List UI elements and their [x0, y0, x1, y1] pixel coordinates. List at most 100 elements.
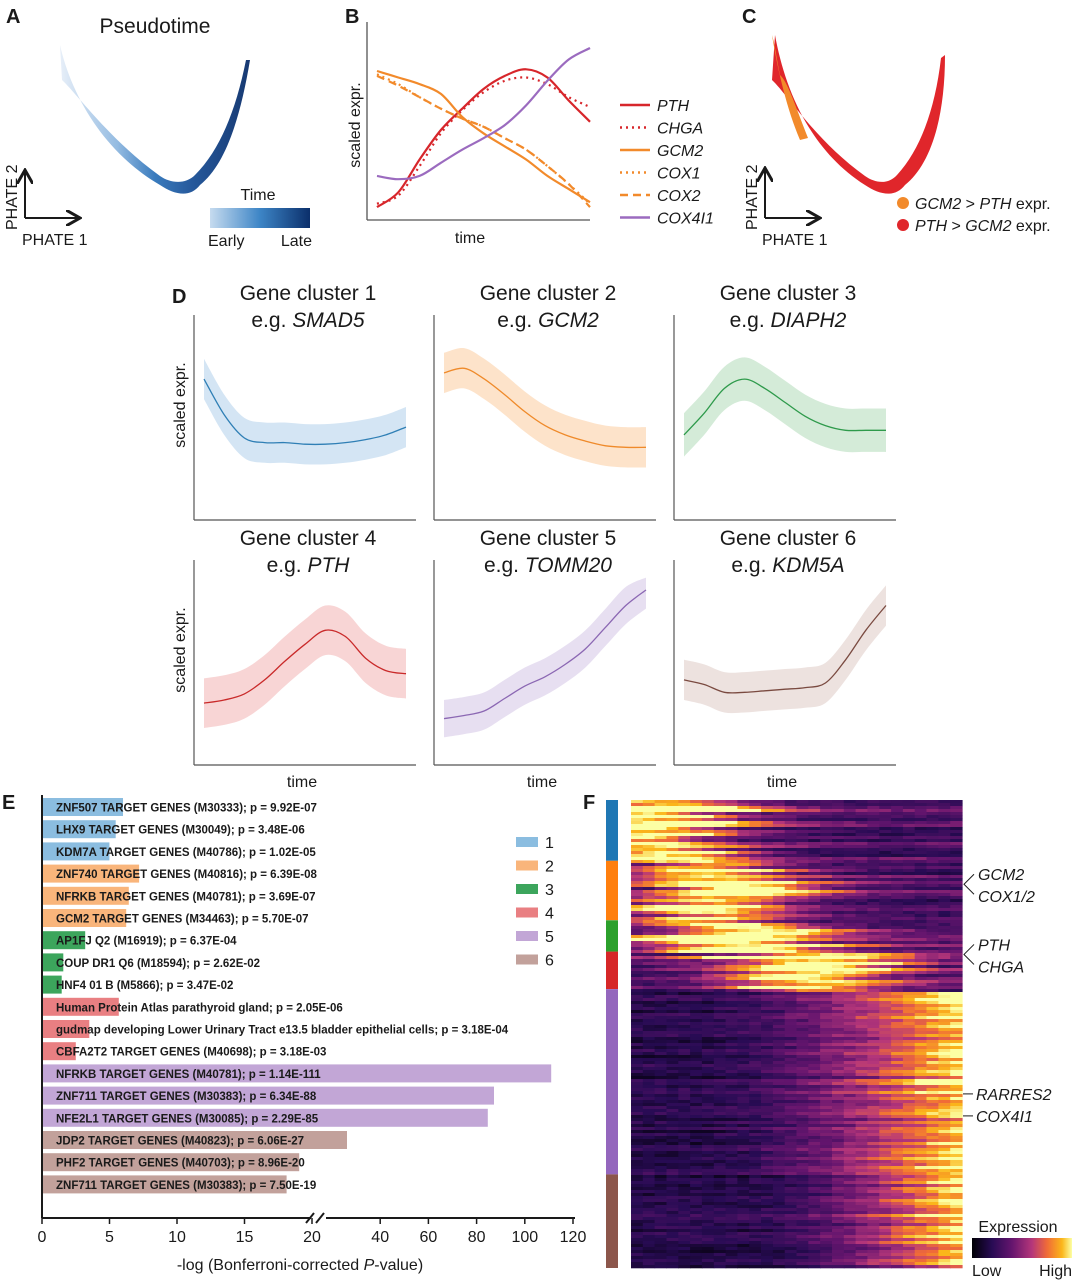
- heatmap-cell: [737, 1142, 750, 1146]
- heatmap-cell: [938, 1118, 951, 1122]
- heatmap-cell: [843, 1238, 857, 1242]
- heatmap-cell: [784, 830, 798, 834]
- heatmap-cell: [914, 1055, 928, 1059]
- heatmap-cell: [855, 806, 868, 810]
- panel-c-gene-expression-embedding: PHATE 1 PHATE 2 GCM2 > PTH expr. PTH > G…: [744, 35, 1051, 249]
- heatmap-cell: [843, 878, 857, 882]
- heatmap-cell: [631, 818, 644, 822]
- heatmap-cell: [713, 971, 727, 975]
- heatmap-cell: [902, 989, 916, 993]
- heatmap-cell: [678, 1049, 691, 1053]
- heatmap-row: [631, 1091, 963, 1095]
- heatmap-cell: [725, 1127, 738, 1131]
- heatmap-cell: [713, 1025, 727, 1029]
- heatmap-cell: [784, 842, 798, 846]
- heatmap-cell: [926, 824, 939, 828]
- heatmap-cell: [713, 908, 727, 912]
- heatmap-cell: [832, 1106, 845, 1110]
- heatmap-cell: [855, 1100, 868, 1104]
- heatmap-cell: [808, 1085, 821, 1089]
- heatmap-cell: [761, 1028, 774, 1032]
- heatmap-cell: [772, 1070, 786, 1074]
- heatmap-cell: [843, 980, 857, 984]
- heatmap-cell: [832, 1031, 845, 1035]
- heatmap-cell: [891, 947, 904, 951]
- heatmap-cell: [666, 1088, 679, 1092]
- heatmap-cell: [855, 1031, 868, 1035]
- heatmap-cell: [938, 1040, 951, 1044]
- heatmap-cell: [784, 1097, 798, 1101]
- heatmap-cell: [867, 980, 880, 984]
- heatmap-cell: [690, 992, 703, 996]
- heatmap-cell: [950, 995, 963, 999]
- heatmap-cell: [642, 1031, 656, 1035]
- heatmap-cell: [938, 1220, 951, 1224]
- heatmap-cell: [654, 872, 667, 876]
- legend-swatch-cluster-5: [516, 931, 538, 941]
- heatmap-cell: [642, 1055, 656, 1059]
- bar-row: ZNF740 TARGET GENES (M40816); p = 6.39E-…: [42, 864, 317, 883]
- heatmap-cell: [808, 992, 821, 996]
- heatmap-cell: [772, 947, 786, 951]
- heatmap-cell: [950, 875, 963, 879]
- heatmap-cell: [631, 878, 644, 882]
- heatmap-cell: [938, 851, 951, 855]
- heatmap-cell: [902, 827, 916, 831]
- heatmap-cell: [867, 1007, 880, 1011]
- heatmap-cell: [855, 911, 868, 915]
- heatmap-cell: [701, 1259, 715, 1263]
- heatmap-cell: [725, 848, 738, 852]
- heatmap-cell: [820, 854, 833, 858]
- heatmap-cell: [926, 923, 939, 927]
- heatmap-cell: [808, 1217, 821, 1221]
- heatmap-cell: [867, 1100, 880, 1104]
- heatmap-cell: [737, 926, 750, 930]
- heatmap-cell: [761, 851, 774, 855]
- heatmap-cell: [832, 914, 845, 918]
- bar-cluster-6: [42, 1131, 347, 1149]
- heatmap-cell: [902, 863, 916, 867]
- heatmap-cell: [749, 1187, 762, 1191]
- heatmap-cell: [796, 815, 809, 819]
- heatmap-cell: [926, 1055, 939, 1059]
- heatmap-cell: [737, 1169, 750, 1173]
- heatmap-cell: [725, 1034, 738, 1038]
- heatmap-cell: [725, 1160, 738, 1164]
- heatmap-cell: [879, 1097, 892, 1101]
- heatmap-cell: [820, 1052, 833, 1056]
- heatmap-cell: [808, 1259, 821, 1263]
- heatmap-cell: [950, 857, 963, 861]
- heatmap-cell: [808, 1175, 821, 1179]
- heatmap-cell: [914, 1163, 928, 1167]
- heatmap-cell: [713, 1241, 727, 1245]
- heatmap-cell: [642, 935, 656, 939]
- heatmap-cell: [666, 980, 679, 984]
- heatmap-cell: [654, 824, 667, 828]
- heatmap-cell: [654, 866, 667, 870]
- heatmap-cell: [843, 848, 857, 852]
- heatmap-cell: [926, 845, 939, 849]
- heatmap-cell: [772, 848, 786, 852]
- heatmap-cell: [950, 1127, 963, 1131]
- heatmap-cell: [867, 1049, 880, 1053]
- heatmap-cell: [808, 842, 821, 846]
- heatmap-row: [631, 1160, 963, 1164]
- heatmap-cell: [855, 1166, 868, 1170]
- heatmap-cell: [832, 977, 845, 981]
- heatmap-cell: [867, 1118, 880, 1122]
- heatmap-cell: [820, 950, 833, 954]
- heatmap-cell: [808, 977, 821, 981]
- heatmap-cell: [843, 1115, 857, 1119]
- heatmap-cell: [796, 1226, 809, 1230]
- heatmap-cell: [761, 926, 774, 930]
- heatmap-cell: [713, 851, 727, 855]
- heatmap-cell: [796, 869, 809, 873]
- heatmap-cell: [749, 848, 762, 852]
- heatmap-cell: [832, 998, 845, 1002]
- heatmap-cell: [891, 1118, 904, 1122]
- heatmap-cell: [761, 1007, 774, 1011]
- heatmap-cell: [654, 878, 667, 882]
- heatmap-cell: [843, 1259, 857, 1263]
- heatmap-cell: [737, 1223, 750, 1227]
- panel-b-ylabel: scaled expr.: [347, 82, 364, 167]
